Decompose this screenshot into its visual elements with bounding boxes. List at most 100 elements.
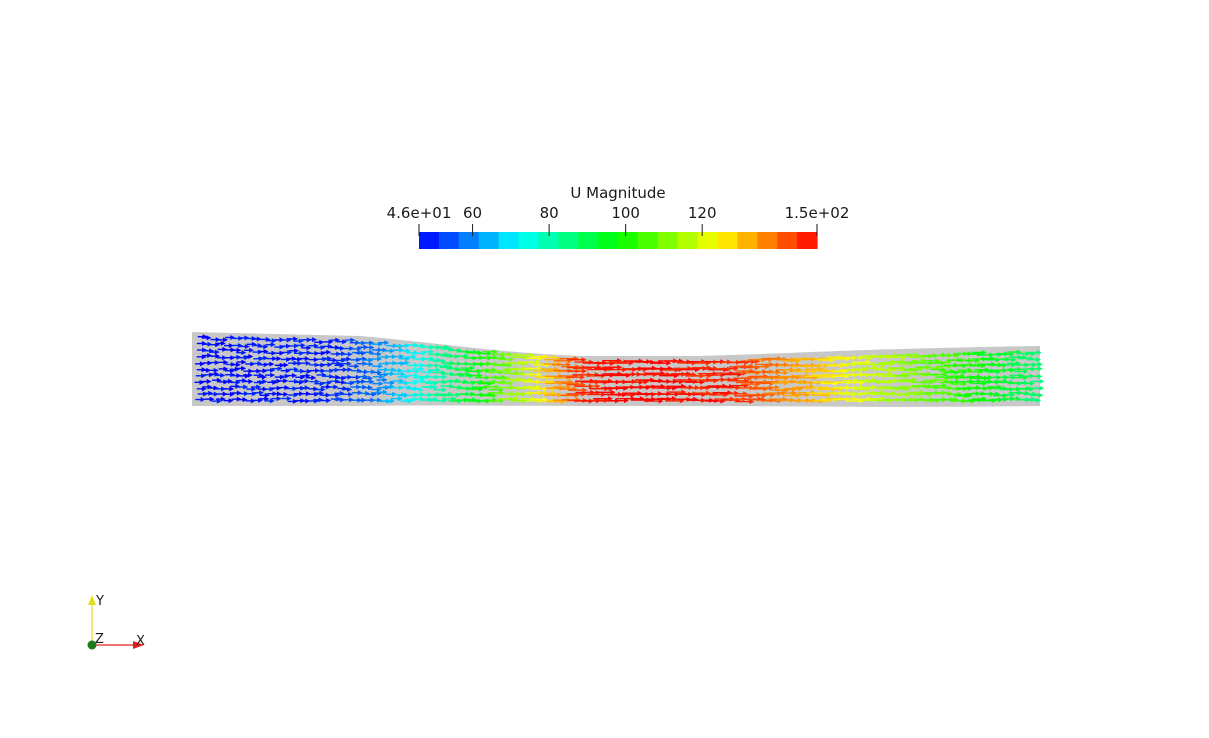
velocity-arrow	[243, 354, 254, 360]
velocity-arrow	[265, 342, 276, 348]
color-legend-bands	[419, 232, 818, 249]
velocity-arrow	[211, 377, 222, 383]
velocity-arrow	[201, 335, 212, 341]
velocity-arrow	[482, 349, 499, 355]
velocity-arrow	[362, 349, 375, 355]
velocity-arrow	[334, 345, 345, 351]
velocity-arrow	[1000, 351, 1015, 357]
velocity-arrow	[1002, 357, 1017, 363]
velocity-arrow	[236, 359, 247, 365]
velocity-arrow	[341, 367, 353, 373]
velocity-arrow	[362, 385, 373, 391]
velocity-arrow	[1027, 397, 1042, 403]
velocity-arrow	[351, 368, 362, 374]
velocity-arrow	[271, 356, 282, 362]
velocity-arrow	[932, 377, 949, 383]
color-legend-band	[757, 232, 778, 249]
velocity-arrow	[209, 349, 220, 355]
velocity-arrow	[330, 337, 341, 343]
velocity-arrow	[278, 391, 289, 397]
velocity-arrow	[341, 361, 352, 367]
velocity-arrow	[608, 398, 629, 404]
color-legend-tick-label: 60	[463, 204, 482, 222]
velocity-arrow	[320, 392, 331, 398]
velocity-arrow	[433, 387, 447, 393]
velocity-arrow	[278, 362, 289, 368]
velocity-arrow	[932, 372, 948, 378]
velocity-arrow	[370, 397, 383, 403]
velocity-arrow	[299, 385, 310, 391]
velocity-arrow	[383, 384, 395, 390]
velocity-arrow	[952, 369, 968, 375]
velocity-arrow	[1030, 385, 1045, 391]
velocity-arrow	[208, 391, 219, 397]
velocity-arrow	[1009, 372, 1024, 378]
velocity-arrow	[223, 398, 234, 404]
velocity-arrow	[407, 368, 421, 374]
velocity-arrow	[328, 384, 339, 390]
velocity-arrow	[442, 396, 457, 402]
velocity-arrow	[488, 398, 505, 404]
velocity-arrow	[287, 398, 298, 404]
velocity-arrow	[217, 346, 228, 352]
velocity-arrow	[215, 372, 226, 378]
velocity-arrow	[288, 336, 299, 342]
velocity-arrow	[876, 371, 893, 377]
velocity-arrow	[204, 396, 215, 402]
velocity-arrow	[341, 356, 352, 362]
color-legend-band	[419, 232, 440, 249]
velocity-arrow	[433, 374, 448, 380]
velocity-arrow	[251, 336, 262, 342]
velocity-arrow	[769, 370, 789, 376]
velocity-arrow	[264, 386, 275, 392]
velocity-arrow	[258, 348, 269, 354]
velocity-arrow	[383, 398, 396, 404]
velocity-arrow	[761, 384, 780, 390]
velocity-arrow	[308, 343, 319, 349]
velocity-arrow	[1028, 361, 1043, 367]
velocity-arrow	[397, 392, 410, 398]
color-legend-band	[558, 232, 579, 249]
velocity-arrow	[223, 343, 234, 349]
color-legend-band	[478, 232, 500, 249]
velocity-arrow	[931, 383, 948, 389]
velocity-arrow	[363, 379, 375, 385]
velocity-arrow	[266, 338, 277, 344]
velocity-arrow	[264, 372, 276, 378]
velocity-arrow	[246, 391, 257, 397]
velocity-arrow	[252, 397, 264, 403]
velocity-arrow	[300, 391, 311, 397]
velocity-arrow	[902, 352, 920, 358]
velocity-arrow	[236, 350, 247, 356]
velocity-arrow	[355, 397, 367, 403]
velocity-arrow	[817, 357, 836, 363]
velocity-arrow	[281, 349, 293, 355]
velocity-arrow	[271, 385, 282, 391]
velocity-arrow	[1028, 366, 1043, 372]
velocity-arrow	[524, 365, 543, 371]
velocity-arrow	[274, 350, 285, 356]
velocity-arrow	[299, 378, 310, 384]
velocity-arrow	[315, 387, 326, 393]
velocity-arrow	[483, 384, 500, 390]
velocity-arrow	[497, 380, 514, 386]
flow-domain[interactable]	[192, 332, 1045, 407]
velocity-arrow	[280, 343, 291, 349]
velocity-arrow	[341, 386, 353, 392]
velocity-arrow	[224, 391, 235, 397]
velocity-arrow	[552, 362, 572, 368]
y-axis-arrowhead	[88, 595, 96, 605]
x-axis-arrowhead	[133, 641, 144, 649]
velocity-arrow	[237, 397, 248, 403]
velocity-arrow	[427, 367, 442, 373]
velocity-arrow	[272, 366, 283, 372]
velocity-arrow	[336, 379, 347, 385]
color-legend-band	[498, 232, 520, 249]
velocity-arrow	[243, 347, 255, 353]
z-axis-marker	[87, 640, 97, 650]
velocity-arrow	[397, 374, 410, 380]
velocity-arrow	[334, 362, 345, 368]
velocity-arrow	[222, 378, 233, 384]
